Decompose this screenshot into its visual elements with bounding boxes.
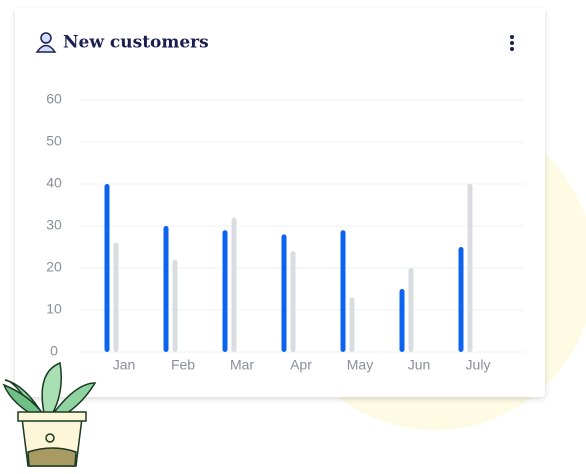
chart-title: New customers xyxy=(63,33,209,53)
bar xyxy=(349,297,355,352)
bar xyxy=(340,230,346,352)
bar xyxy=(231,217,237,352)
y-tick-label: 0 xyxy=(50,343,58,359)
bar xyxy=(399,289,405,352)
y-tick-label: 40 xyxy=(46,175,62,191)
bar xyxy=(113,242,119,352)
bar xyxy=(458,247,464,352)
x-tick-label: Jan xyxy=(113,357,136,373)
x-tick-label: Jun xyxy=(408,357,431,373)
menu-button[interactable] xyxy=(510,35,514,51)
x-tick-label: Mar xyxy=(230,357,254,373)
x-tick-label: Feb xyxy=(171,357,195,373)
y-tick-label: 60 xyxy=(46,91,62,107)
bar xyxy=(281,234,287,352)
x-tick-label: July xyxy=(466,357,491,373)
bar xyxy=(163,226,169,352)
card xyxy=(15,8,545,397)
bar xyxy=(222,230,228,352)
user-icon xyxy=(35,32,57,53)
plant-illustration xyxy=(2,361,97,467)
x-tick-label: Apr xyxy=(290,357,312,373)
y-tick-label: 10 xyxy=(46,301,62,317)
bar xyxy=(408,268,414,352)
bar xyxy=(104,184,110,352)
y-tick-label: 20 xyxy=(46,259,62,275)
bar xyxy=(172,259,178,352)
x-tick-label: May xyxy=(347,357,373,373)
y-tick-label: 50 xyxy=(46,133,62,149)
bar xyxy=(467,184,473,352)
y-tick-label: 30 xyxy=(46,217,62,233)
bar xyxy=(290,251,296,352)
